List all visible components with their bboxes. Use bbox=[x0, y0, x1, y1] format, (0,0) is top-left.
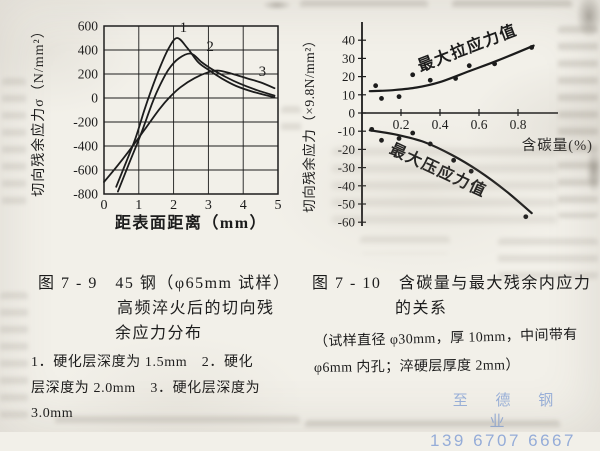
fig-7-10-spec-line2: φ6mm 内孔；淬硬层厚度 2mm） bbox=[313, 358, 520, 376]
svg-text:0.2: 0.2 bbox=[393, 117, 410, 132]
svg-text:5: 5 bbox=[275, 198, 282, 213]
fig-7-10-caption-line1: 图 7 - 10 含碳量与最大残余内应力 bbox=[312, 275, 592, 292]
fig-7-9-note-line2: 层深度为 2.0mm 3．硬化层深度为 bbox=[31, 380, 261, 396]
fig-7-9-note-line1: 1．硬化层深度为 1.5mm 2．硬化 bbox=[31, 355, 254, 370]
svg-text:-60: -60 bbox=[338, 215, 355, 230]
watermark-phone-number: 139 6707 6667 bbox=[430, 431, 576, 450]
fig-7-10-caption: 图 7 - 10 含碳量与最大残余内应力 的关系 bbox=[312, 271, 600, 321]
svg-text:-200: -200 bbox=[73, 115, 98, 130]
svg-text:距表面距离（mm）: 距表面距离（mm） bbox=[115, 213, 267, 232]
svg-text:含碳量(%): 含碳量(%) bbox=[522, 137, 593, 154]
svg-text:4: 4 bbox=[240, 198, 247, 213]
svg-text:3: 3 bbox=[205, 198, 212, 213]
svg-text:20: 20 bbox=[342, 69, 355, 84]
svg-text:1: 1 bbox=[180, 20, 188, 36]
svg-text:2: 2 bbox=[206, 39, 214, 55]
svg-text:0.6: 0.6 bbox=[471, 117, 488, 132]
svg-text:-600: -600 bbox=[73, 163, 98, 178]
svg-text:-800: -800 bbox=[73, 187, 98, 202]
fig-7-9-caption-line1: 图 7 - 9 45 钢（φ65mm 试样） bbox=[38, 275, 291, 292]
bleedthrough-artifact bbox=[2, 78, 26, 208]
svg-text:3: 3 bbox=[259, 64, 267, 80]
svg-text:1: 1 bbox=[135, 198, 142, 213]
svg-text:40: 40 bbox=[342, 33, 355, 48]
svg-text:0: 0 bbox=[91, 91, 98, 106]
svg-text:30: 30 bbox=[342, 51, 355, 66]
svg-text:0.8: 0.8 bbox=[510, 117, 527, 132]
svg-text:0: 0 bbox=[349, 106, 356, 121]
bleedthrough-artifact bbox=[360, 236, 450, 254]
svg-text:400: 400 bbox=[78, 43, 99, 58]
fig-7-10-specimen-specs: （试样直径 φ30mm，厚 10mm，中间带有 φ6mm 内孔；淬硬层厚度 2m… bbox=[313, 328, 600, 382]
svg-text:0.4: 0.4 bbox=[432, 117, 449, 132]
svg-text:-20: -20 bbox=[338, 142, 355, 157]
fig-7-9-caption-line2: 高频淬火后的切向残 bbox=[117, 300, 275, 317]
fig-7-10-spec-line1: （试样直径 φ30mm，厚 10mm，中间带有 bbox=[313, 327, 578, 350]
svg-text:切向残余应力（×9.8N/mm²）: 切向残余应力（×9.8N/mm²） bbox=[301, 33, 317, 213]
fig-7-10-carbon-content-chart: 40 30 20 10 0 -10 -20 -30 -40 -50 -60 0.2 0.4 0.6 0.8 含… bbox=[301, 20, 593, 230]
svg-text:10: 10 bbox=[342, 87, 355, 102]
svg-text:-40: -40 bbox=[338, 178, 355, 193]
svg-text:-30: -30 bbox=[338, 160, 355, 175]
watermark: 至 德 钢 业 139 6707 6667 bbox=[428, 389, 578, 451]
svg-text:-10: -10 bbox=[338, 124, 355, 139]
svg-text:0: 0 bbox=[101, 198, 108, 213]
svg-text:-400: -400 bbox=[73, 139, 98, 154]
fig-7-9-caption-line3: 余应力分布 bbox=[115, 325, 203, 342]
fig-7-10-caption-line2: 的关系 bbox=[395, 300, 448, 317]
fig-7-9-caption: 图 7 - 9 45 钢（φ65mm 试样） 高频淬火后的切向残 余应力分布 bbox=[38, 271, 300, 346]
svg-text:切向残余应力σ（N/mm²）: 切向残余应力σ（N/mm²） bbox=[30, 23, 47, 197]
bleedthrough-artifact bbox=[0, 292, 28, 424]
svg-text:-50: -50 bbox=[338, 197, 355, 212]
watermark-company-name: 至 德 钢 业 bbox=[452, 393, 566, 430]
svg-text:2: 2 bbox=[170, 198, 177, 213]
fig-7-9-legend-notes: 1．硬化层深度为 1.5mm 2．硬化 层深度为 2.0mm 3．硬化层深度为 … bbox=[31, 350, 303, 427]
svg-text:600: 600 bbox=[78, 19, 99, 34]
fig-7-9-note-line3: 3.0mm bbox=[31, 406, 74, 421]
svg-text:200: 200 bbox=[78, 67, 99, 82]
svg-text:最大拉应力值: 最大拉应力值 bbox=[415, 20, 520, 75]
